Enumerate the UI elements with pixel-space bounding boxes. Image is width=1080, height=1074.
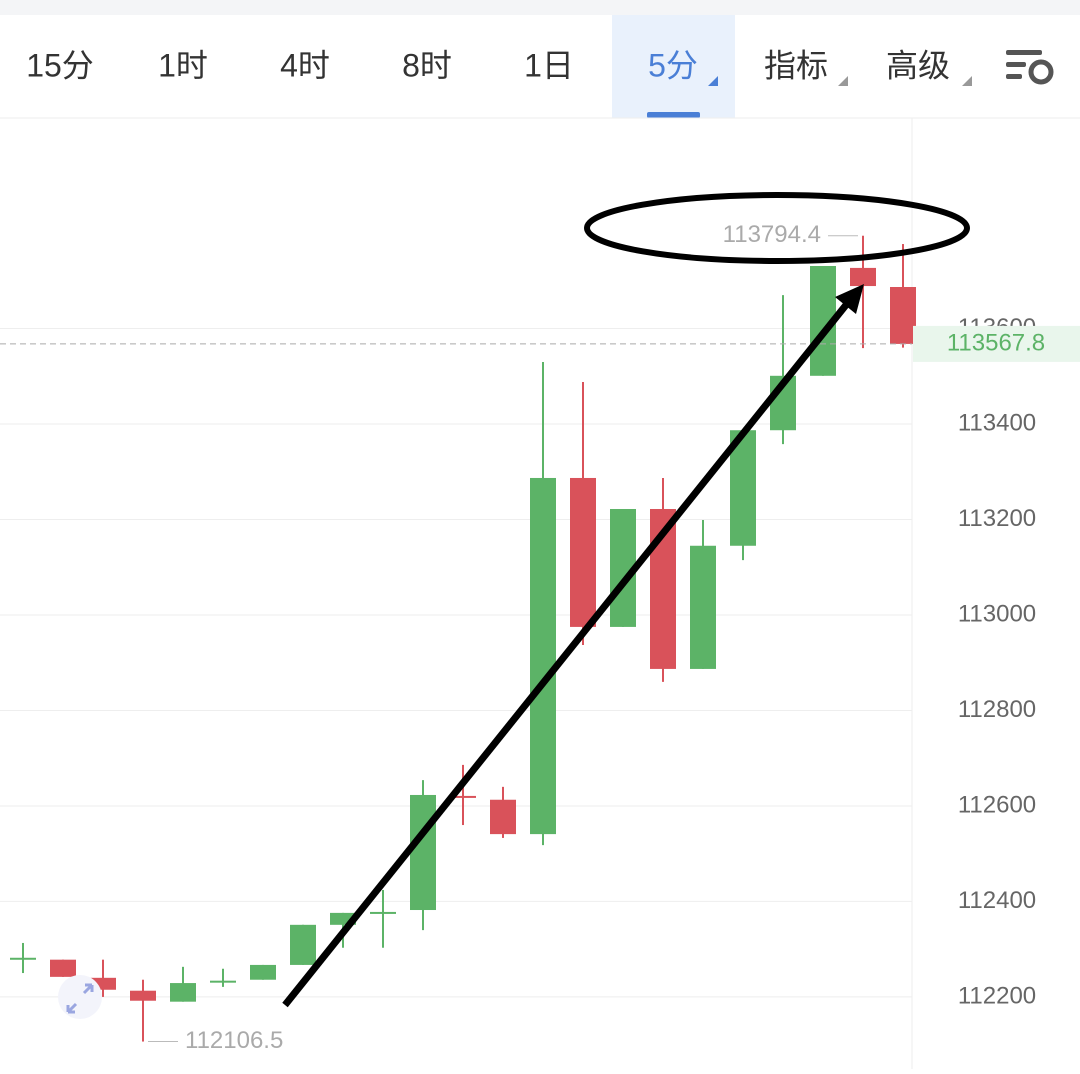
candle-body: [210, 980, 236, 983]
settings-icon[interactable]: [1006, 50, 1054, 85]
tab-arrow: [838, 76, 848, 86]
candle-body: [170, 983, 196, 1002]
annotation-arrow: [282, 297, 853, 1008]
expand-icon[interactable]: [58, 975, 102, 1019]
tab[interactable]: 1日: [524, 47, 574, 83]
tab[interactable]: 1时: [158, 47, 208, 83]
candle-body: [450, 795, 476, 798]
tab[interactable]: 5分: [648, 47, 698, 83]
candle-body: [290, 924, 316, 965]
candle-body: [490, 799, 516, 835]
last-price-label: 113567.8: [947, 329, 1045, 356]
tab-arrow: [708, 76, 718, 86]
candle-body: [370, 911, 396, 914]
tab-arrow: [962, 76, 972, 86]
y-tick-label: 112600: [958, 791, 1036, 818]
y-tick-label: 112200: [958, 982, 1036, 1009]
annotation-ellipse: [584, 192, 970, 264]
candle-body: [690, 545, 716, 669]
tab-underline: [647, 112, 700, 118]
y-tick-label: 112400: [958, 887, 1036, 914]
tab[interactable]: 4时: [280, 47, 330, 83]
high-label: 113794.4: [723, 221, 821, 248]
annotation-arrowhead: [835, 284, 864, 314]
candle-body: [850, 267, 876, 287]
y-tick-label: 113200: [958, 505, 1036, 532]
status-strip: [0, 0, 1080, 15]
y-tick-label: 113400: [958, 409, 1036, 436]
candle-body: [410, 794, 436, 911]
tab[interactable]: 15分: [26, 47, 94, 83]
candle-body: [10, 957, 36, 960]
candle-body: [530, 477, 556, 835]
last-price-bg: [913, 325, 1080, 362]
candle-body: [250, 964, 276, 980]
y-tick-label: 112800: [958, 696, 1036, 723]
candle-body: [570, 477, 596, 627]
candle-body: [50, 959, 76, 977]
tab[interactable]: 指标: [764, 47, 828, 83]
tab-selected-bg: [612, 15, 735, 118]
candle-body: [330, 912, 356, 925]
tab[interactable]: 高级: [886, 47, 950, 83]
candle-body: [90, 977, 116, 990]
candle-body: [130, 990, 156, 1001]
y-tick-label: 113000: [958, 600, 1036, 627]
tab[interactable]: 8时: [402, 47, 452, 83]
candle-body: [890, 287, 916, 344]
low-label: 112106.5: [185, 1027, 283, 1054]
